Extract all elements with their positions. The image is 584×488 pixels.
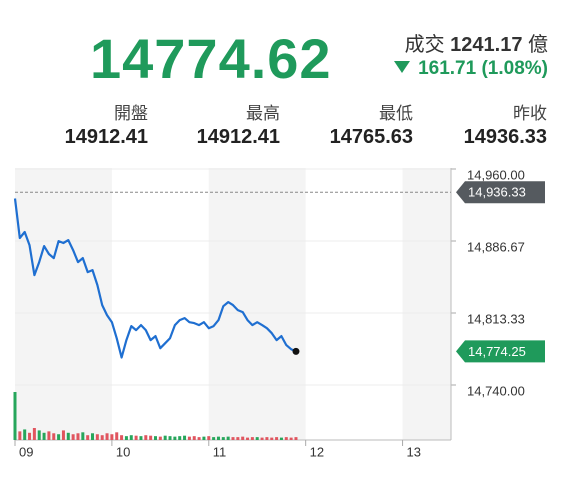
volume-bar	[231, 437, 235, 440]
volume-bar	[187, 436, 191, 440]
price-tag-label: 14,936.33	[468, 185, 526, 200]
volume-bar	[28, 432, 32, 440]
volume-bar	[284, 437, 288, 440]
stat-value: 14936.33	[463, 126, 547, 148]
volume-unit: 億	[528, 34, 548, 56]
volume-bar	[279, 437, 283, 440]
volume-bar	[260, 437, 264, 440]
price-line	[13, 198, 297, 359]
stat-value: 14765.63	[329, 126, 413, 148]
volume-bar	[57, 434, 61, 440]
time-band	[208, 168, 306, 440]
volume-bar	[42, 432, 46, 440]
x-tick-label: 11	[213, 444, 227, 459]
stat-label: 昨收	[513, 104, 547, 123]
price: 14774.62	[90, 27, 332, 90]
stat-label: 最高	[246, 104, 280, 123]
volume-bar	[246, 437, 250, 440]
volume-bar	[183, 435, 187, 440]
volume-info: 成交 1241.17 億	[405, 28, 548, 57]
volume-label: 成交	[404, 34, 445, 56]
volume-bar	[226, 436, 230, 440]
volume-bar	[275, 437, 279, 440]
stat-label: 開盤	[114, 104, 148, 123]
volume-bar	[76, 433, 80, 440]
stat-value: 14912.41	[196, 126, 280, 148]
x-tick-label: 10	[116, 444, 130, 459]
change: 161.71 (1.08%)	[394, 58, 548, 80]
volume-bar	[192, 436, 196, 440]
volume-bar	[144, 435, 148, 440]
down-arrow	[394, 61, 411, 73]
volume-bar	[163, 435, 167, 440]
y-tick-label: 14,740.00	[467, 383, 525, 398]
volume-bar	[270, 437, 274, 440]
volume-bar	[197, 437, 201, 440]
volume-bar	[139, 436, 143, 440]
volume-bar	[18, 431, 22, 440]
y-tick-label: 14,960.00	[467, 167, 525, 182]
volume-bar	[32, 428, 36, 440]
volume-bar	[47, 431, 51, 440]
time-band	[15, 168, 112, 440]
volume-bar	[265, 437, 269, 440]
volume-bar	[294, 437, 298, 440]
volume-bar	[110, 434, 114, 440]
volume-bar	[173, 436, 177, 440]
volume-bar	[115, 432, 119, 440]
volume-bar	[241, 436, 245, 440]
volume-bar	[255, 437, 259, 440]
price-tag	[456, 340, 545, 363]
volume-bar	[158, 436, 162, 440]
volume-bar	[149, 435, 153, 440]
price-tag	[456, 181, 545, 204]
volume-bar	[13, 392, 17, 440]
volume-bar	[134, 435, 138, 440]
volume-bar	[66, 432, 70, 440]
time-band	[402, 168, 451, 440]
volume-bar	[124, 436, 128, 440]
volume-bar	[289, 437, 293, 440]
volume-bar	[207, 436, 211, 440]
volume-bar	[129, 435, 133, 440]
y-tick-label: 14,886.67	[467, 239, 525, 254]
volume-bar	[168, 436, 172, 440]
y-tick-label: 14,813.33	[467, 311, 525, 326]
x-tick-label: 13	[407, 444, 421, 459]
volume-bar	[105, 433, 109, 440]
volume-bar	[250, 437, 254, 440]
volume-bar	[178, 436, 182, 440]
price-tag-label: 14,774.25	[468, 344, 526, 359]
volume-bar	[52, 433, 56, 440]
volume-bar	[71, 434, 75, 440]
volume-bar	[23, 429, 27, 440]
volume-bar	[86, 435, 90, 440]
volume-bar	[81, 432, 85, 440]
stat-value: 14912.41	[64, 126, 148, 148]
last-point	[292, 347, 300, 355]
x-tick-label: 12	[310, 444, 324, 459]
volume-bar	[120, 435, 124, 440]
volume-bar	[91, 433, 95, 440]
change-pct: (1.08%)	[481, 58, 548, 79]
volume-value: 1241.17	[450, 34, 523, 56]
volume-bar	[95, 434, 99, 440]
volume-bar	[212, 437, 216, 440]
stat-label: 最低	[379, 104, 413, 123]
volume-bar	[61, 430, 65, 440]
volume-bar	[216, 436, 220, 440]
volume-bar	[153, 436, 157, 440]
change-value: 161.71	[418, 58, 477, 79]
volume-bar	[100, 435, 104, 440]
volume-bar	[236, 437, 240, 440]
volume-bar	[202, 436, 206, 440]
x-tick-label: 09	[19, 444, 33, 459]
volume-bar	[37, 430, 41, 440]
volume-bar	[221, 437, 225, 440]
